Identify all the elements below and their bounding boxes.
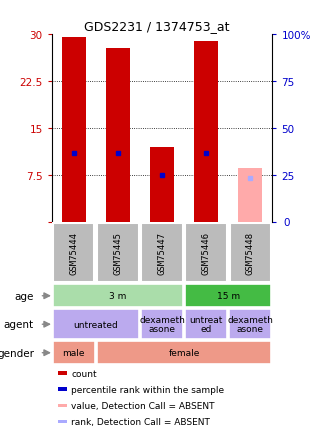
Bar <box>58 404 67 407</box>
Bar <box>53 285 183 307</box>
Bar <box>229 224 271 283</box>
Text: agent: agent <box>4 319 34 329</box>
Bar <box>97 224 139 283</box>
Text: count: count <box>71 369 97 378</box>
Bar <box>141 224 183 283</box>
Bar <box>53 342 95 364</box>
Bar <box>97 342 271 364</box>
Text: rank, Detection Call = ABSENT: rank, Detection Call = ABSENT <box>71 417 210 426</box>
Text: value, Detection Call = ABSENT: value, Detection Call = ABSENT <box>71 401 215 410</box>
Text: percentile rank within the sample: percentile rank within the sample <box>71 385 224 394</box>
Text: GSM75446: GSM75446 <box>202 232 211 274</box>
Text: GDS2231 / 1374753_at: GDS2231 / 1374753_at <box>84 20 229 33</box>
Text: GSM75444: GSM75444 <box>69 232 78 274</box>
Text: 3 m: 3 m <box>109 292 126 301</box>
Text: dexameth
asone: dexameth asone <box>227 316 273 333</box>
Bar <box>185 309 227 339</box>
Bar <box>62 38 86 222</box>
Bar <box>150 147 174 222</box>
Bar <box>238 169 262 222</box>
Bar <box>53 224 95 283</box>
Bar <box>106 49 130 222</box>
Bar <box>194 42 218 222</box>
Bar <box>58 420 67 424</box>
Text: GSM75445: GSM75445 <box>113 232 122 274</box>
Bar <box>185 224 227 283</box>
Text: 15 m: 15 m <box>217 292 240 301</box>
Bar <box>141 309 183 339</box>
Text: gender: gender <box>0 348 34 358</box>
Text: 0: 0 <box>283 217 290 227</box>
Text: untreat
ed: untreat ed <box>189 316 223 333</box>
Text: female: female <box>168 349 200 357</box>
Text: GSM75448: GSM75448 <box>246 232 255 274</box>
Text: age: age <box>15 291 34 301</box>
Bar <box>53 309 139 339</box>
Text: GSM75447: GSM75447 <box>157 232 167 274</box>
Bar <box>58 388 67 391</box>
Bar <box>58 372 67 375</box>
Bar <box>185 285 271 307</box>
Text: male: male <box>63 349 85 357</box>
Text: untreated: untreated <box>74 320 118 329</box>
Bar <box>229 309 271 339</box>
Text: dexameth
asone: dexameth asone <box>139 316 185 333</box>
